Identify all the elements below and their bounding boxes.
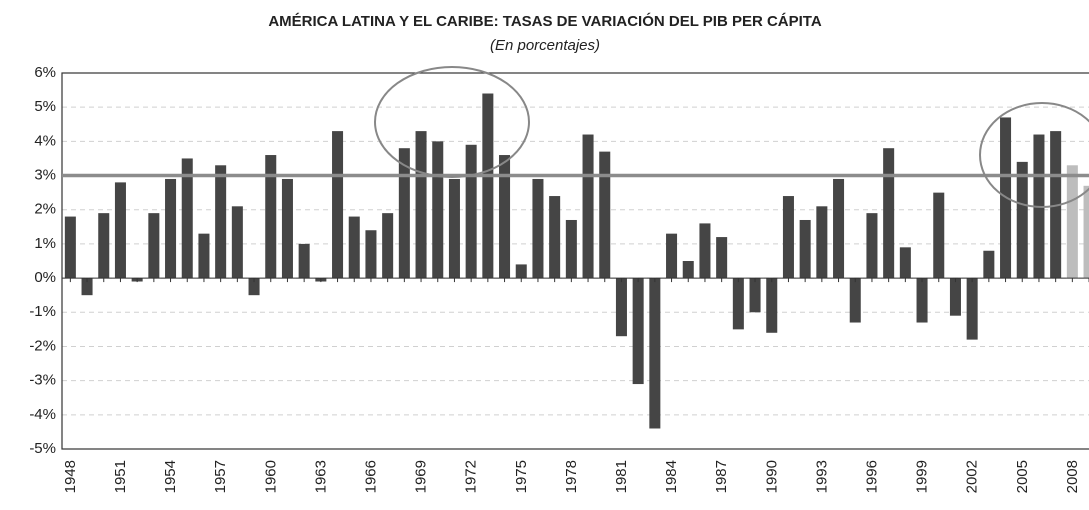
- bar: [816, 206, 828, 279]
- x-tick-label: 1954: [162, 460, 179, 493]
- bar: [799, 219, 811, 279]
- bar: [348, 216, 360, 279]
- bar: [448, 178, 460, 279]
- bar: [883, 148, 895, 279]
- bar: [983, 250, 995, 279]
- x-tick-label: 1960: [262, 460, 279, 493]
- bar: [248, 278, 260, 296]
- x-tick-label: 1984: [663, 460, 680, 493]
- x-tick-label: 1957: [212, 460, 229, 493]
- bar: [482, 93, 494, 279]
- x-tick-label: 1948: [62, 460, 79, 493]
- bar: [615, 278, 627, 337]
- bar: [699, 223, 711, 279]
- y-tick-label: 6%: [34, 64, 56, 81]
- bar: [281, 178, 293, 279]
- bar: [916, 278, 928, 323]
- bar: [465, 144, 477, 279]
- bar: [933, 192, 945, 279]
- y-tick-label: 4%: [34, 132, 56, 149]
- bar: [682, 261, 694, 279]
- x-tick-label: 1975: [513, 460, 530, 493]
- x-tick-label: 1981: [613, 460, 630, 493]
- y-tick-label: -3%: [29, 372, 56, 389]
- bar: [866, 213, 878, 279]
- x-tick-label: 1978: [563, 460, 580, 493]
- x-tick-label: 1966: [362, 460, 379, 493]
- x-tick-label: 1987: [713, 460, 730, 493]
- bar: [716, 237, 728, 279]
- bar: [515, 264, 527, 279]
- bar: [398, 148, 410, 279]
- bar: [833, 178, 845, 279]
- x-tick-label: 1963: [312, 460, 329, 493]
- bar: [365, 230, 377, 279]
- bar: [632, 278, 644, 385]
- x-tick-label: 1993: [813, 460, 830, 493]
- bar: [432, 141, 444, 279]
- bar: [98, 213, 110, 279]
- y-tick-label: -1%: [29, 303, 56, 320]
- x-tick-label: 2005: [1014, 460, 1031, 493]
- bar: [382, 213, 394, 279]
- bar: [165, 178, 177, 279]
- chart-subtitle: (En porcentajes): [490, 37, 600, 54]
- y-tick-label: -2%: [29, 337, 56, 354]
- bar: [766, 278, 778, 333]
- bar: [732, 278, 744, 330]
- bar: [298, 243, 310, 279]
- y-tick-label: 1%: [34, 235, 56, 252]
- bar: [332, 131, 344, 279]
- bar: [181, 158, 193, 279]
- bar: [114, 182, 126, 279]
- y-tick-label: 3%: [34, 167, 56, 184]
- bar: [231, 206, 243, 279]
- bar: [565, 219, 577, 279]
- bar: [599, 151, 611, 279]
- bar: [265, 155, 277, 279]
- bar: [749, 278, 761, 313]
- x-tick-label: 1996: [863, 460, 880, 493]
- bar: [198, 233, 210, 279]
- bar: [966, 278, 978, 340]
- bar: [549, 196, 561, 279]
- bar: [1083, 185, 1089, 279]
- bar: [81, 278, 93, 296]
- bar: [215, 165, 227, 279]
- x-tick-label: 1972: [463, 460, 480, 493]
- bar: [499, 155, 511, 279]
- y-tick-label: -4%: [29, 406, 56, 423]
- bar: [582, 134, 594, 279]
- annotation-circle: [979, 102, 1089, 208]
- bar: [666, 233, 678, 279]
- bar: [148, 213, 160, 279]
- bar: [782, 196, 794, 279]
- bar: [1050, 131, 1062, 279]
- y-tick-label: 5%: [34, 98, 56, 115]
- x-tick-label: 1969: [413, 460, 430, 493]
- bar: [64, 216, 76, 279]
- x-tick-label: 1951: [112, 460, 129, 493]
- x-tick-label: 2002: [964, 460, 981, 493]
- bar: [899, 247, 911, 279]
- bar: [849, 278, 861, 323]
- bar: [1066, 165, 1078, 279]
- bar: [1016, 161, 1028, 279]
- x-tick-label: 2008: [1064, 460, 1081, 493]
- bar: [949, 278, 961, 316]
- bar: [649, 278, 661, 429]
- bar: [532, 178, 544, 279]
- annotation-circle: [374, 66, 530, 178]
- chart-title: AMÉRICA LATINA Y EL CARIBE: TASAS DE VAR…: [268, 12, 822, 30]
- bar: [415, 131, 427, 279]
- x-tick-label: 1999: [914, 460, 931, 493]
- y-tick-label: 0%: [34, 269, 56, 286]
- plot-frame: [61, 72, 1089, 450]
- y-tick-label: 2%: [34, 201, 56, 218]
- y-tick-label: -5%: [29, 440, 56, 457]
- x-tick-label: 1990: [763, 460, 780, 493]
